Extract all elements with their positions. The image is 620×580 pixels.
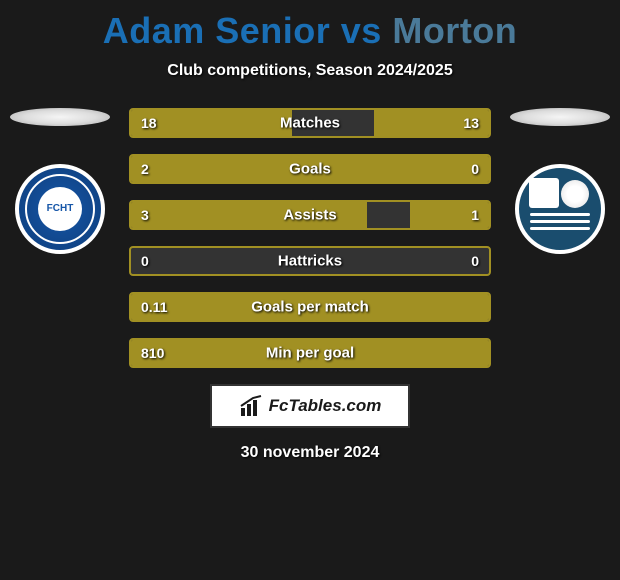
stat-row: 810 Min per goal: [129, 338, 491, 368]
stat-value-right: 0: [471, 253, 479, 269]
right-team-column: [500, 108, 620, 254]
player1-silhouette: [10, 108, 110, 126]
stat-value-left: 3: [141, 207, 149, 223]
stat-row: 18 13 Matches: [129, 108, 491, 138]
fctables-badge: FcTables.com: [210, 384, 410, 428]
stat-label: Assists: [283, 207, 336, 224]
team2-crest: [515, 164, 605, 254]
stat-value-right: 13: [463, 115, 479, 131]
stat-value-right: 1: [471, 207, 479, 223]
stat-row: 0.11 Goals per match: [129, 292, 491, 322]
player2-name: Morton: [392, 10, 517, 51]
stat-row: 2 0 Goals: [129, 154, 491, 184]
comparison-content: FCHT 18 13 Matches 2 0 Goals 3 1 Assists 0 0 Hattri…: [0, 108, 620, 368]
team1-crest: FCHT: [15, 164, 105, 254]
subtitle: Club competitions, Season 2024/2025: [0, 62, 620, 80]
stat-value-left: 18: [141, 115, 157, 131]
stat-value-right: 0: [471, 161, 479, 177]
stat-row: 3 1 Assists: [129, 200, 491, 230]
team1-crest-text: FCHT: [47, 204, 74, 214]
stat-label: Min per goal: [266, 345, 354, 362]
chart-icon: [239, 394, 263, 418]
vs-text: vs: [341, 10, 382, 51]
stat-label: Matches: [280, 115, 340, 132]
player1-name: Adam Senior: [103, 10, 331, 51]
fctables-text: FcTables.com: [269, 396, 382, 416]
stat-row: 0 0 Hattricks: [129, 246, 491, 276]
stat-label: Hattricks: [278, 253, 342, 270]
stat-label: Goals per match: [251, 299, 369, 316]
left-team-column: FCHT: [0, 108, 120, 254]
stat-value-left: 0: [141, 253, 149, 269]
stat-value-left: 2: [141, 161, 149, 177]
stat-value-left: 0.11: [141, 299, 167, 315]
player2-silhouette: [510, 108, 610, 126]
comparison-date: 30 november 2024: [0, 444, 620, 462]
comparison-title: Adam Senior vs Morton: [0, 0, 620, 52]
stat-label: Goals: [289, 161, 331, 178]
stat-value-left: 810: [141, 345, 164, 361]
stat-bars-container: 18 13 Matches 2 0 Goals 3 1 Assists 0 0 Hattricks 0.…: [129, 108, 491, 368]
